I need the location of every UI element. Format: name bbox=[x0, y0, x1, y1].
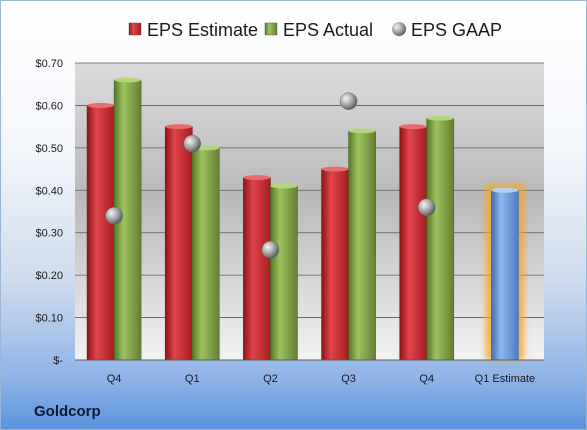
company-name: Goldcorp bbox=[34, 403, 101, 420]
eps-estimate-bar-4 bbox=[399, 126, 428, 361]
legend: EPS Estimate EPS Actual EPS GAAP bbox=[128, 20, 502, 40]
x-tick-label-3: Q3 bbox=[341, 373, 356, 385]
x-tick-label-5: Q1 Estimate bbox=[475, 373, 536, 385]
legend-label-0: EPS Estimate bbox=[147, 20, 258, 40]
eps-estimate-bar-0 bbox=[86, 105, 115, 361]
y-tick-label-6: $0.10 bbox=[35, 313, 63, 325]
eps-actual-bar-top-3 bbox=[348, 128, 376, 134]
eps-estimate-bar-1 bbox=[164, 126, 193, 361]
y-tick-label-4: $0.30 bbox=[35, 228, 63, 240]
legend-label-2: EPS GAAP bbox=[411, 20, 502, 40]
legend-label-1: EPS Actual bbox=[283, 20, 373, 40]
plot-area bbox=[75, 63, 544, 360]
eps-estimate-bar-top-3 bbox=[321, 166, 349, 172]
eps-estimate-bar-3 bbox=[321, 168, 349, 361]
legend-swatch-1 bbox=[264, 22, 278, 36]
eps-gaap-point-4 bbox=[418, 198, 436, 217]
y-tick-label-1: $0.60 bbox=[35, 100, 63, 112]
eps-actual-bar-3 bbox=[348, 130, 376, 361]
eps-actual-bar-top-4 bbox=[426, 115, 454, 121]
eps-gaap-point-0 bbox=[105, 206, 123, 225]
eps-actual-bar-1 bbox=[191, 147, 220, 361]
eps-gaap-point-3 bbox=[339, 92, 358, 110]
legend-swatch-0 bbox=[128, 22, 142, 36]
eps-actual-bar-top-0 bbox=[114, 77, 142, 83]
y-tick-label-3: $0.40 bbox=[35, 185, 63, 197]
forecast-bar-top bbox=[491, 187, 519, 193]
bars bbox=[86, 77, 525, 361]
x-tick-label-1: Q1 bbox=[185, 373, 200, 385]
eps-actual-bar-4 bbox=[426, 117, 455, 361]
y-tick-label-2: $0.50 bbox=[35, 143, 63, 155]
axes: $0.70 $0.60 $0.50 $0.40 $0.30 $0.20 $0.10 $- Q4 Q… bbox=[35, 58, 544, 385]
gaap-points bbox=[105, 92, 436, 259]
eps-actual-bar-2 bbox=[270, 185, 298, 361]
gridlines bbox=[75, 62, 544, 361]
eps-estimate-bar-2 bbox=[243, 177, 271, 361]
x-tick-label-4: Q4 bbox=[419, 373, 434, 385]
eps-estimate-bar-top-4 bbox=[399, 124, 427, 130]
eps-gaap-point-1 bbox=[183, 134, 201, 153]
eps-actual-bar-top-2 bbox=[270, 183, 298, 189]
eps-estimate-bar-top-2 bbox=[243, 175, 271, 181]
x-tick-label-2: Q2 bbox=[263, 373, 278, 385]
eps-gaap-point-2 bbox=[261, 240, 280, 259]
x-tick-label-0: Q4 bbox=[107, 373, 122, 385]
y-tick-label-0: $0.70 bbox=[35, 58, 63, 70]
forecast-bar bbox=[491, 189, 519, 361]
eps-estimate-bar-top-1 bbox=[165, 124, 193, 130]
y-tick-label-5: $0.20 bbox=[35, 270, 63, 282]
eps-estimate-bar-top-0 bbox=[87, 102, 115, 108]
y-tick-label-7: $- bbox=[53, 355, 63, 367]
legend-swatch-2 bbox=[392, 22, 406, 36]
